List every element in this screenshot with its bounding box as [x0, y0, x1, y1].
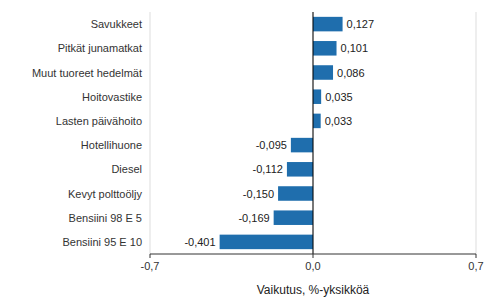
- grid-line: [313, 12, 314, 254]
- category-label: Hoitovastike: [82, 91, 142, 103]
- x-tick-label: 0,0: [305, 260, 320, 272]
- data-label: 0,035: [325, 91, 353, 103]
- bar: [291, 138, 313, 153]
- x-axis: -0,7 0,0 0,7: [141, 254, 484, 272]
- grid-line: [476, 12, 477, 254]
- category-label: Muut tuoreet hedelmät: [32, 67, 142, 79]
- bar: [313, 17, 343, 32]
- grid-line: [150, 12, 151, 254]
- data-label: -0,401: [184, 236, 215, 248]
- category-label: Hotellihuone: [81, 139, 142, 151]
- grid: [150, 12, 476, 254]
- bar: [313, 89, 321, 104]
- category-label: Bensiini 95 E 10: [63, 236, 143, 248]
- data-label: 0,033: [325, 115, 353, 127]
- data-label: -0,095: [256, 139, 287, 151]
- bar: [313, 41, 337, 56]
- x-tick-label: 0,7: [468, 260, 483, 272]
- category-label: Lasten päivähoito: [56, 115, 142, 127]
- x-tick: [476, 254, 477, 258]
- category-label: Diesel: [111, 163, 142, 175]
- data-label: 0,127: [347, 18, 375, 30]
- bar: [278, 186, 313, 201]
- category-label: Bensiini 98 E 5: [69, 212, 142, 224]
- data-label: 0,101: [341, 42, 369, 54]
- bar: [220, 235, 313, 250]
- category-label: Pitkät junamatkat: [58, 42, 142, 54]
- bar: [287, 162, 313, 177]
- data-label: -0,150: [243, 188, 274, 200]
- data-label: 0,086: [337, 67, 365, 79]
- category-label: Savukkeet: [91, 18, 142, 30]
- x-tick: [150, 254, 151, 258]
- chart-container: -0,401 -0,169 -0,150 -0,112 -0,095 0,033 0,035…: [0, 0, 492, 302]
- data-label: -0,169: [238, 212, 269, 224]
- data-label: -0,112: [253, 163, 283, 175]
- category-label: Kevyt polttoöljy: [68, 188, 142, 200]
- bars: [220, 17, 343, 249]
- bar: [274, 210, 313, 225]
- category-labels: Bensiini 95 E 10 Bensiini 98 E 5 Kevyt pol…: [32, 18, 143, 248]
- zero-line: [313, 12, 314, 254]
- data-labels: -0,401 -0,169 -0,150 -0,112 -0,095 0,033 0,035…: [184, 18, 374, 248]
- bar: [313, 114, 321, 129]
- x-tick-label: -0,7: [141, 260, 160, 272]
- x-axis-label: Vaikutus, %-yksikköä: [257, 283, 370, 297]
- chart-svg: -0,401 -0,169 -0,150 -0,112 -0,095 0,033 0,035…: [0, 0, 492, 302]
- x-tick: [313, 254, 314, 258]
- bar: [313, 65, 333, 80]
